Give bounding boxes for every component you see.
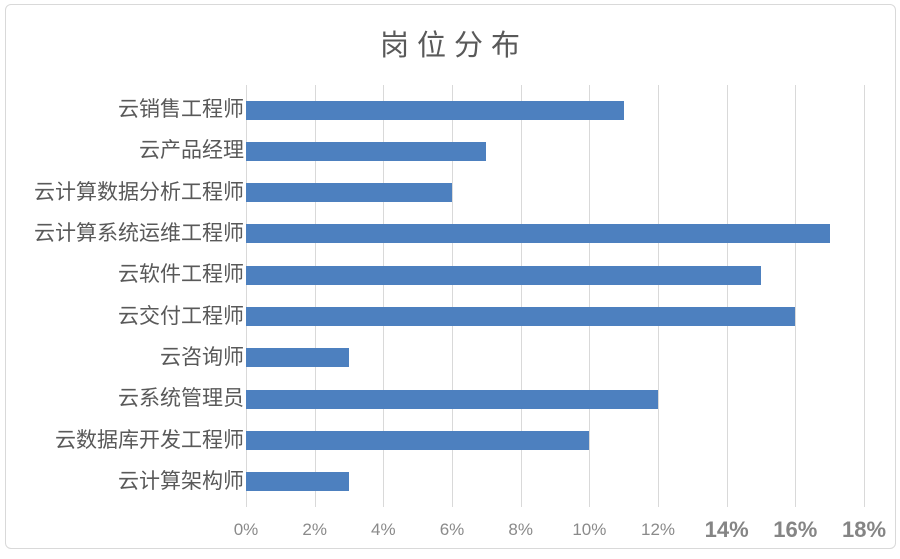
category-label: 云数据库开发工程师 [55, 428, 244, 452]
category-label: 云销售工程师 [118, 98, 244, 121]
gridline [315, 85, 316, 507]
bar [246, 389, 658, 409]
gridline [383, 85, 384, 507]
x-tick-label: 18% [841, 517, 887, 542]
gridline [521, 85, 522, 507]
bar [246, 265, 761, 285]
x-tick-label: 0% [233, 520, 259, 539]
category-label: 云系统管理员 [118, 387, 244, 411]
x-tick-label: 14% [704, 517, 749, 542]
x-tick-label: 2% [302, 520, 327, 539]
x-tick-label: 8% [508, 520, 533, 539]
bar [246, 348, 349, 368]
gridline [658, 85, 659, 507]
category-label: 云计算系统运维工程师 [34, 221, 244, 245]
bar [246, 431, 590, 451]
category-label: 云软件工程师 [118, 263, 244, 287]
x-tick-label: 10% [572, 520, 607, 539]
gridline [246, 85, 247, 507]
gridline [589, 85, 590, 507]
x-tick-label: 6% [439, 520, 465, 539]
x-axis: 0% 2% 4% 6% 8% 10% 12% 14% 16% 18% [0, 516, 900, 548]
category-label: 云咨询师 [160, 345, 244, 369]
category-label: 云计算架构师 [118, 469, 244, 493]
bar [246, 100, 624, 120]
category-label: 云产品经理 [139, 139, 244, 163]
bar [246, 307, 796, 327]
x-tick-label: 16% [773, 517, 818, 542]
x-tick-label: 12% [640, 520, 676, 539]
chart-title: 岗位分布 [379, 30, 528, 62]
category-label: 云交付工程师 [118, 304, 244, 328]
bar [246, 224, 830, 244]
bar [246, 183, 452, 203]
bar [246, 141, 487, 161]
bar [246, 472, 349, 492]
category-label: 云计算数据分析工程师 [34, 180, 244, 204]
gridline [864, 85, 865, 507]
gridline [727, 85, 728, 507]
category-axis: 云销售工程师云产品经理云计算数据分析工程师 云计算系统运维工程师云软件工程师 云交付… [0, 0, 244, 559]
x-tick-label: 4% [371, 520, 396, 539]
gridline [452, 85, 453, 507]
plot-area [246, 85, 865, 507]
gridline [795, 85, 796, 507]
